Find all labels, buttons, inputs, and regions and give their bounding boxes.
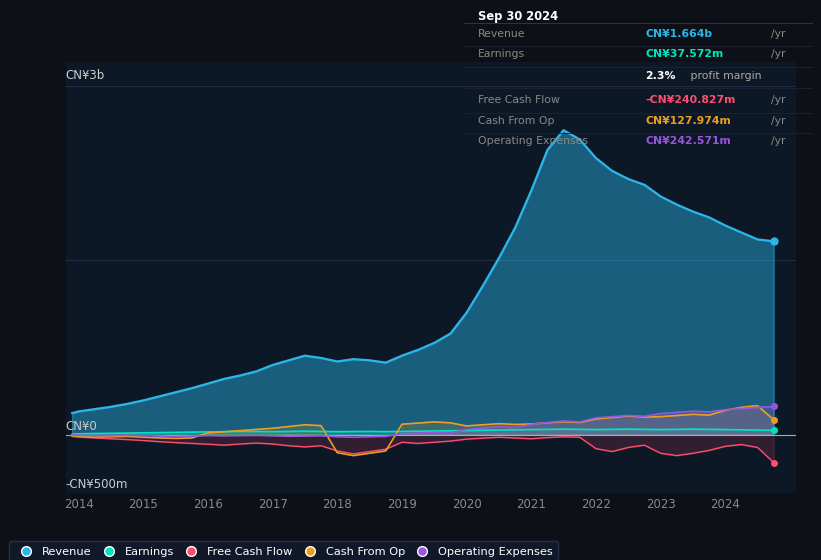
Text: -CN¥500m: -CN¥500m: [65, 478, 127, 491]
Text: CN¥3b: CN¥3b: [65, 69, 104, 82]
Text: profit margin: profit margin: [687, 71, 762, 81]
Text: CN¥242.571m: CN¥242.571m: [645, 137, 731, 147]
Text: -CN¥240.827m: -CN¥240.827m: [645, 95, 736, 105]
Text: Earnings: Earnings: [478, 49, 525, 59]
Text: /yr: /yr: [771, 95, 786, 105]
Text: /yr: /yr: [771, 137, 786, 147]
Text: Cash From Op: Cash From Op: [478, 116, 554, 126]
Text: Free Cash Flow: Free Cash Flow: [478, 95, 560, 105]
Text: /yr: /yr: [771, 29, 786, 39]
Text: 2.3%: 2.3%: [645, 71, 676, 81]
Text: /yr: /yr: [771, 116, 786, 126]
Text: CN¥0: CN¥0: [65, 419, 97, 432]
Text: Revenue: Revenue: [478, 29, 525, 39]
Text: /yr: /yr: [771, 49, 786, 59]
Text: CN¥1.664b: CN¥1.664b: [645, 29, 713, 39]
Text: CN¥127.974m: CN¥127.974m: [645, 116, 731, 126]
Text: Operating Expenses: Operating Expenses: [478, 137, 588, 147]
Legend: Revenue, Earnings, Free Cash Flow, Cash From Op, Operating Expenses: Revenue, Earnings, Free Cash Flow, Cash …: [9, 541, 558, 560]
Text: Sep 30 2024: Sep 30 2024: [478, 10, 558, 23]
Text: CN¥37.572m: CN¥37.572m: [645, 49, 723, 59]
